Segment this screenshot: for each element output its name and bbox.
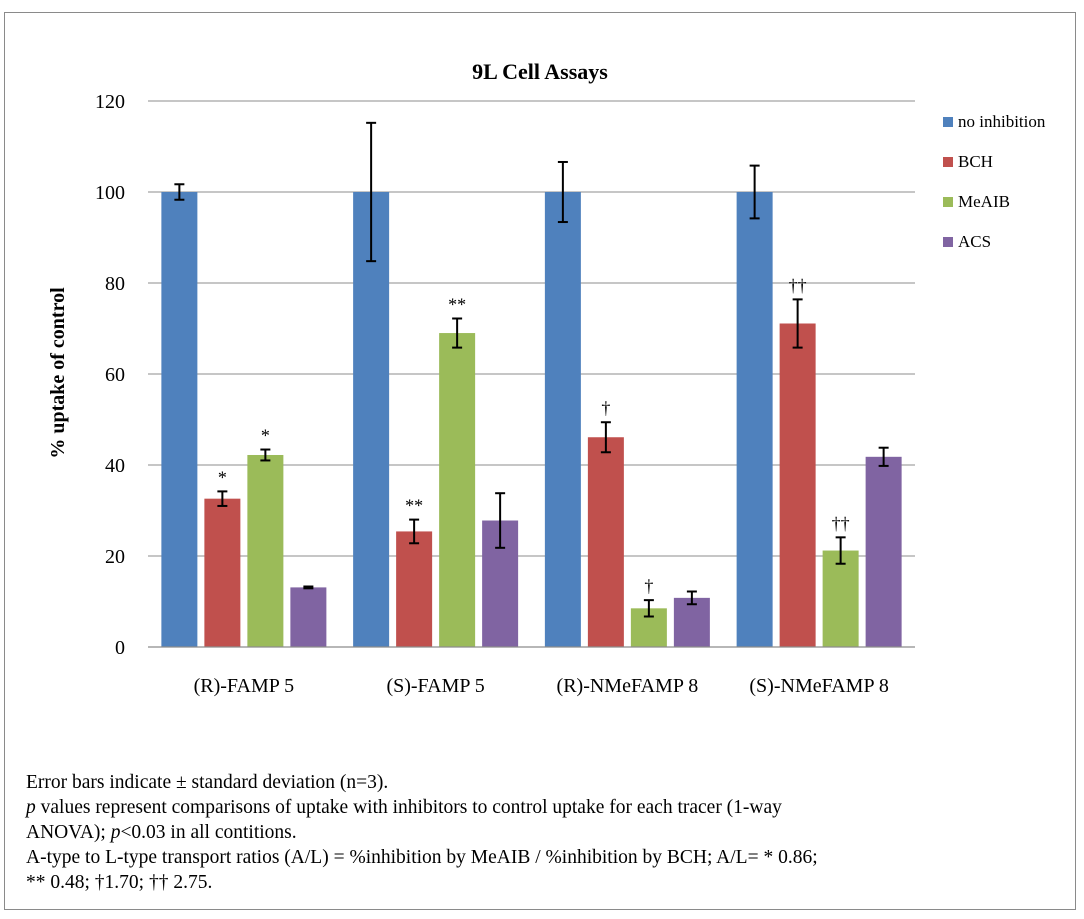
legend-swatch <box>943 197 953 207</box>
y-tick-label: 60 <box>105 364 125 386</box>
note-p-symbol: p <box>26 797 36 818</box>
legend-label: ACS <box>958 232 991 251</box>
legend-label: MeAIB <box>958 192 1010 211</box>
significance-mark: † <box>644 576 653 596</box>
x-tick-label: (S)-NMeFAMP 8 <box>749 675 888 697</box>
note-anova-text: ANOVA); <box>26 822 111 843</box>
y-axis-label: % uptake of control <box>47 287 69 459</box>
significance-marks: ******†††††† <box>218 275 850 596</box>
significance-mark: ** <box>405 496 423 516</box>
note-p-values: p values represent comparisons of uptake… <box>26 795 782 820</box>
significance-mark: †† <box>789 275 807 295</box>
chart-title: 9L Cell Assays <box>472 59 608 84</box>
legend-swatch <box>943 117 953 127</box>
bar <box>779 323 816 647</box>
note-anova: ANOVA); p<0.03 in all contitions. <box>26 820 297 845</box>
bars <box>161 192 902 647</box>
note-ratios: A-type to L-type transport ratios (A/L) … <box>26 847 818 868</box>
y-tick-label: 20 <box>105 546 125 568</box>
y-tick-label: 0 <box>115 637 125 659</box>
x-tick-label: (R)-NMeFAMP 8 <box>557 675 699 697</box>
y-tick-label: 120 <box>95 91 125 113</box>
bar <box>247 454 284 647</box>
bar <box>396 531 433 647</box>
x-tick-label: (S)-FAMP 5 <box>386 675 484 697</box>
significance-mark: * <box>261 426 270 446</box>
legend: no inhibition BCH MeAIB ACS <box>943 112 1046 251</box>
bar <box>353 192 390 647</box>
legend-label: BCH <box>958 152 993 171</box>
bar <box>736 192 773 647</box>
legend-label: no inhibition <box>958 112 1046 131</box>
bar <box>673 597 710 647</box>
significance-mark: † <box>601 398 610 418</box>
note-p-values-text: values represent comparisons of uptake w… <box>35 797 782 818</box>
note-ratio-values: ** 0.48; †1.70; †† 2.75. <box>26 872 213 893</box>
note-error-bars: Error bars indicate ± standard deviation… <box>26 772 389 793</box>
bar <box>544 192 581 647</box>
error-bars <box>174 121 889 618</box>
significance-mark: †† <box>832 513 850 533</box>
note-threshold-text: <0.03 in all contitions. <box>120 822 297 843</box>
bar <box>587 437 624 647</box>
significance-mark: * <box>218 467 227 487</box>
axes: 0 20 40 60 80 100 120 (R)-FAMP 5 (S)-FAMP 5 (R)-N… <box>95 91 915 697</box>
y-tick-label: 100 <box>95 182 125 204</box>
significance-mark: ** <box>448 294 466 314</box>
bar <box>204 498 241 647</box>
note-p-symbol-2: p <box>110 822 121 843</box>
bar <box>161 192 198 647</box>
bar <box>822 550 859 647</box>
bar <box>439 333 476 647</box>
y-tick-label: 40 <box>105 455 125 477</box>
bar <box>290 587 327 647</box>
legend-swatch <box>943 237 953 247</box>
legend-swatch <box>943 157 953 167</box>
y-tick-label: 80 <box>105 273 125 295</box>
bar <box>865 456 902 647</box>
x-tick-label: (R)-FAMP 5 <box>194 675 295 697</box>
